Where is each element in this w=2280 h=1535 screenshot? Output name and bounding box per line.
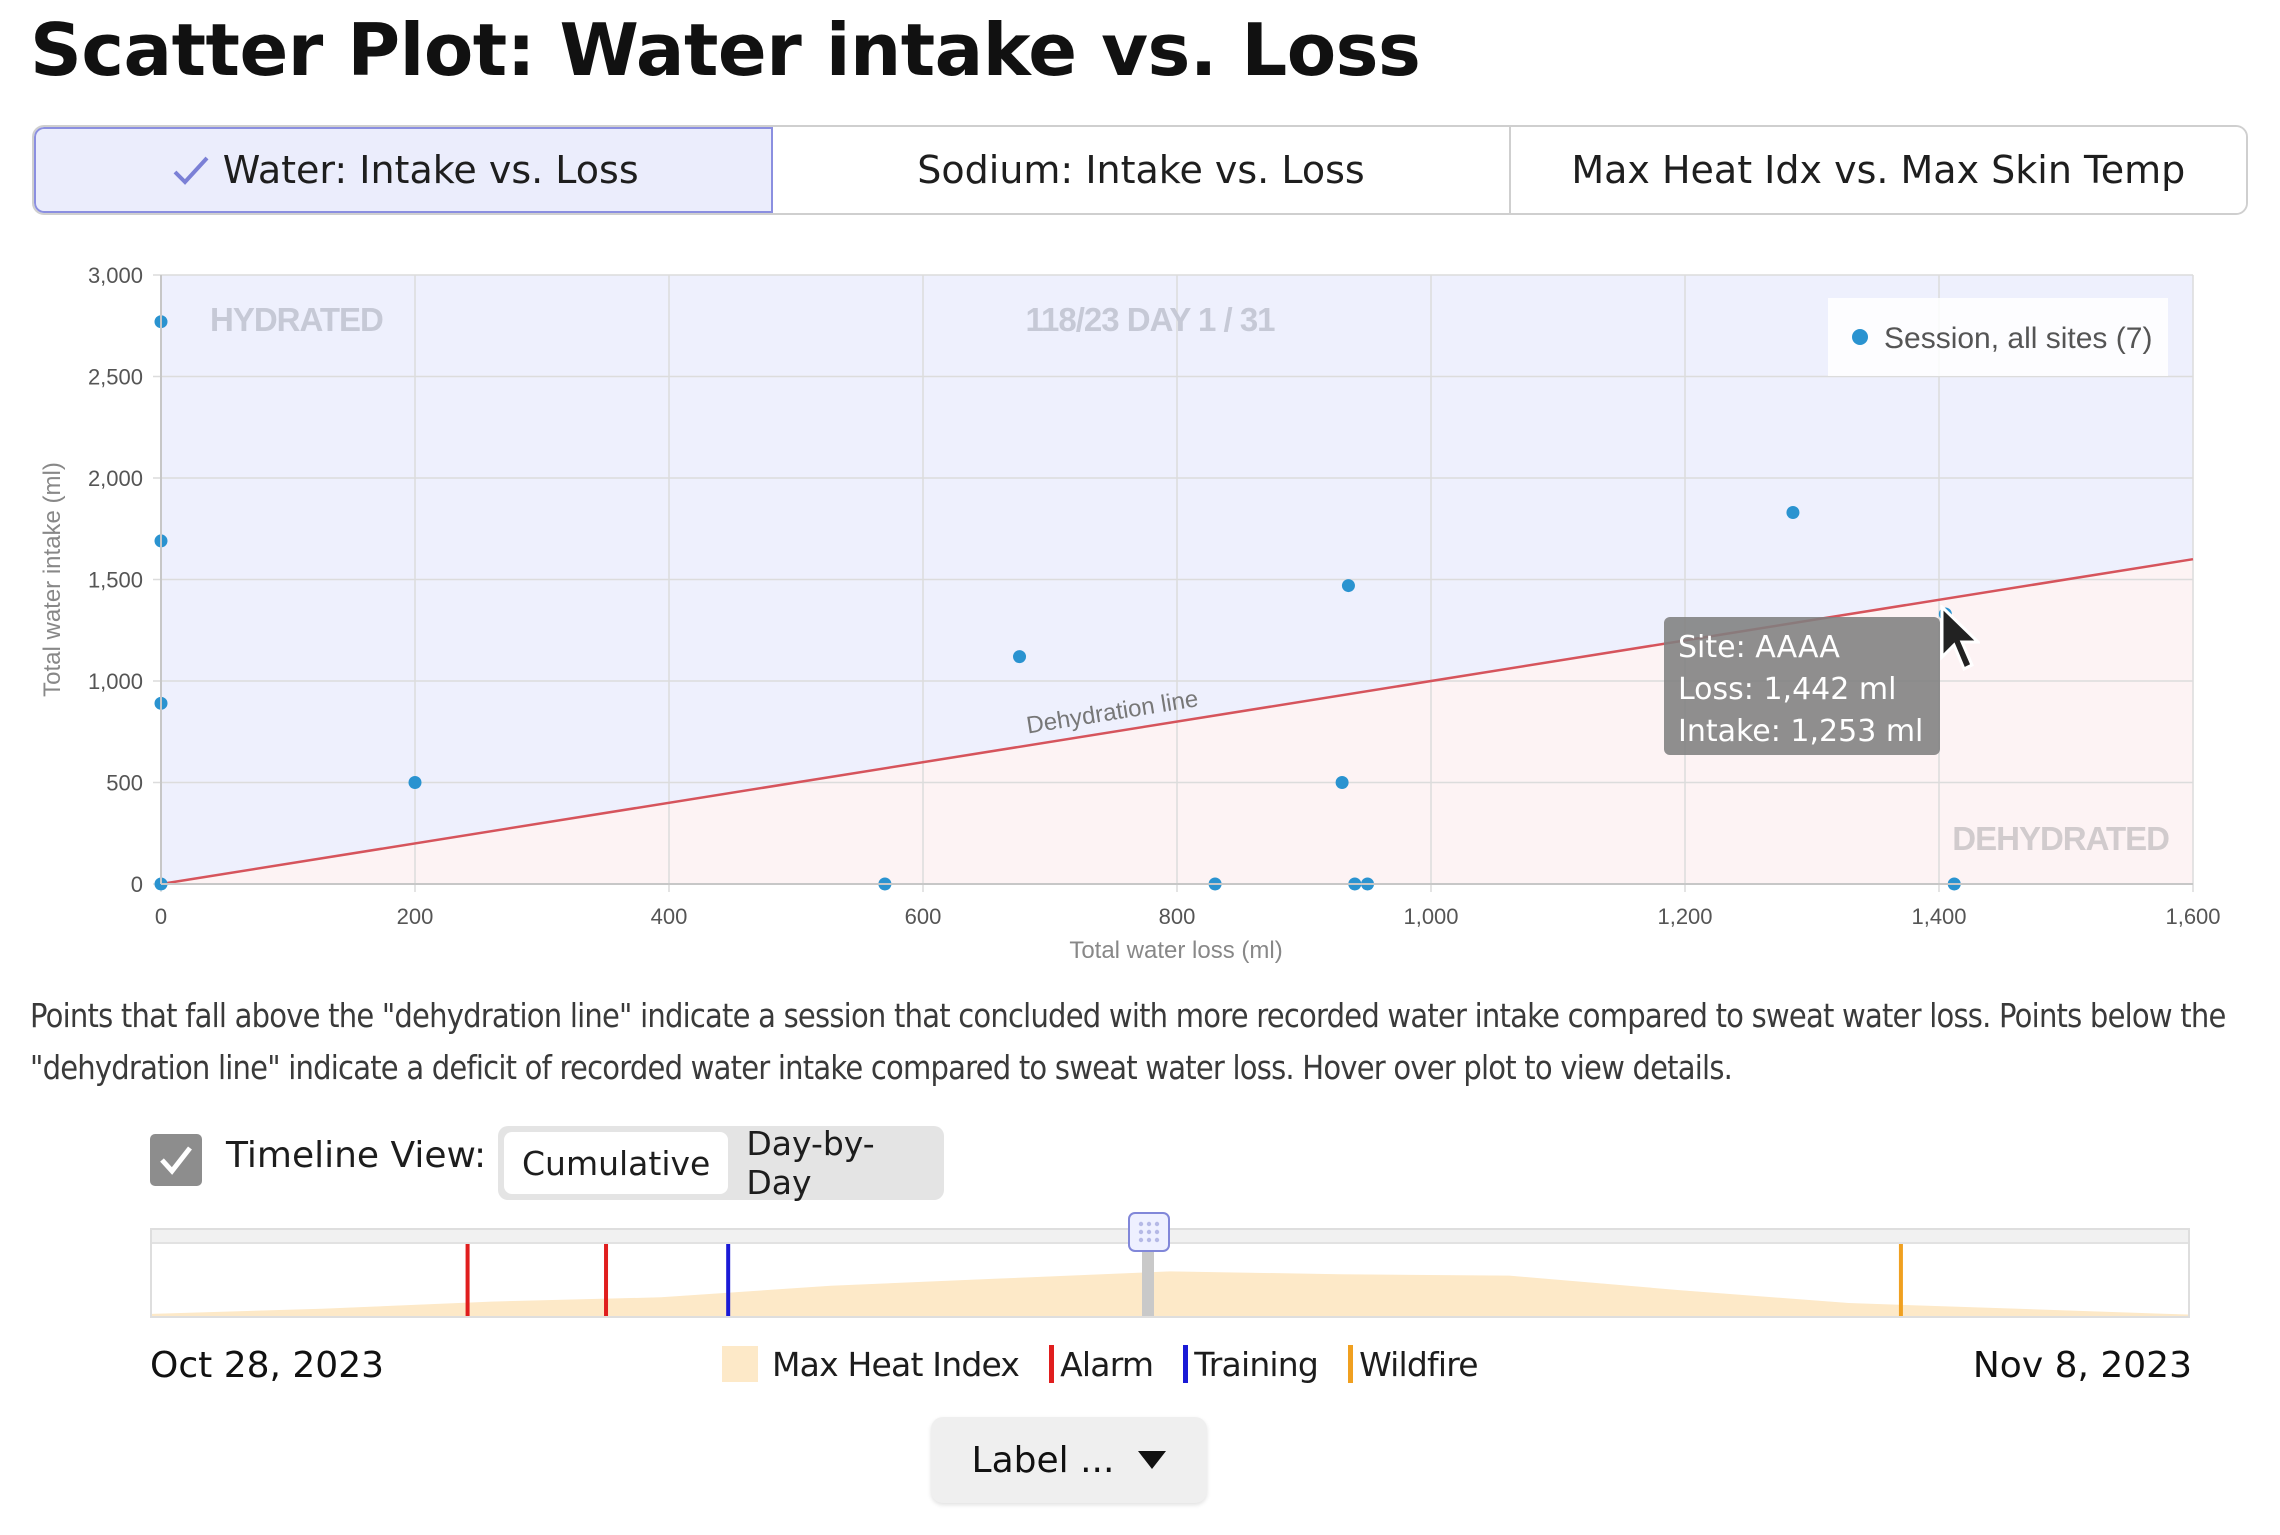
legend-series-swatch xyxy=(1852,329,1868,345)
timeline-scrollbar[interactable] xyxy=(152,1230,2188,1244)
label-dropdown[interactable]: Label ... xyxy=(931,1417,1207,1503)
wildfire-marker-swatch xyxy=(1348,1345,1354,1383)
heat-index-area xyxy=(152,1271,2188,1316)
tab-heat-skin[interactable]: Max Heat Idx vs. Max Skin Temp xyxy=(1510,127,2246,213)
x-tick-label: 800 xyxy=(1159,904,1196,929)
tab-sodium[interactable]: Sodium: Intake vs. Loss xyxy=(773,127,1511,213)
x-tick-label: 600 xyxy=(905,904,942,929)
data-point xyxy=(408,776,422,789)
timeline-view-checkbox[interactable] xyxy=(150,1134,202,1186)
x-tick-label: 1,600 xyxy=(2165,904,2220,929)
data-point xyxy=(1335,776,1349,789)
tooltip-site: Site: AAAA xyxy=(1678,630,1840,665)
timeline-mode-toggle: Cumulative Day-by-Day xyxy=(498,1124,944,1202)
chart-tooltip: Site: AAAA Loss: 1,442 ml Intake: 1,253 … xyxy=(1664,617,1940,755)
chart-tabs: Water: Intake vs. Loss Sodium: Intake vs… xyxy=(32,125,2248,215)
chart-subtitle: 118/23 DAY 1 / 31 xyxy=(1025,301,1275,338)
grip-dots-icon xyxy=(1138,1221,1160,1243)
tab-water-label: Water: Intake vs. Loss xyxy=(222,148,639,192)
tab-water[interactable]: Water: Intake vs. Loss xyxy=(34,127,774,213)
page-title: Scatter Plot: Water intake vs. Loss xyxy=(30,8,1421,92)
x-axis-title: Total water loss (ml) xyxy=(1069,937,1282,964)
x-tick-label: 1,200 xyxy=(1657,904,1712,929)
label-dropdown-text: Label ... xyxy=(971,1439,1115,1481)
legend-heat-label: Max Heat Index xyxy=(772,1344,1020,1384)
data-point xyxy=(1786,506,1800,520)
legend-series-label: Session, all sites (7) xyxy=(1884,322,2152,355)
event-marker-wildfire xyxy=(1898,1244,1903,1316)
chart-description: Points that fall above the "dehydration … xyxy=(30,996,2226,1087)
timeline-end-date: Nov 8, 2023 xyxy=(1972,1345,2192,1386)
y-axis-title: Total water intake (ml) xyxy=(39,462,66,697)
x-tick-label: 1,400 xyxy=(1911,904,1966,929)
tab-heat-skin-label: Max Heat Idx vs. Max Skin Temp xyxy=(1571,148,2186,192)
data-point xyxy=(1013,650,1027,664)
data-point xyxy=(1341,579,1355,593)
timeline-track[interactable] xyxy=(150,1212,2190,1318)
hydrated-label: HYDRATED xyxy=(210,301,383,338)
caret-down-icon xyxy=(1138,1451,1167,1469)
timeline-slider-stem xyxy=(1142,1252,1154,1316)
timeline-plot xyxy=(152,1244,2188,1316)
x-tick-label: 400 xyxy=(651,904,688,929)
timeline-legend: Max Heat Index Alarm Training Wildfire xyxy=(722,1342,1479,1386)
heat-index-swatch xyxy=(722,1346,758,1382)
event-marker-training xyxy=(726,1244,731,1316)
y-tick-label: 2,500 xyxy=(88,365,143,390)
mode-day-by-day[interactable]: Day-by-Day xyxy=(746,1124,875,1202)
training-marker-swatch xyxy=(1183,1345,1189,1383)
timeline-view-label: Timeline View: xyxy=(226,1135,487,1176)
legend-box xyxy=(1828,298,2168,376)
tooltip-loss: Loss: 1,442 ml xyxy=(1678,672,1897,707)
scatter-chart[interactable]: Dehydration line 0 200 400 600 800 1,000 1,200… xyxy=(0,240,2280,980)
timeline-slider-handle[interactable] xyxy=(1128,1212,1170,1252)
x-tick-label: 1,000 xyxy=(1403,904,1458,929)
x-tick-label: 0 xyxy=(155,904,167,929)
y-tick-label: 3,000 xyxy=(88,263,143,288)
y-tick-label: 2,000 xyxy=(88,466,143,491)
timeline-start-date: Oct 28, 2023 xyxy=(150,1345,384,1386)
tab-sodium-label: Sodium: Intake vs. Loss xyxy=(917,148,1365,192)
checkmark-icon xyxy=(173,156,209,185)
y-tick-label: 1,500 xyxy=(88,568,143,593)
y-tick-label: 0 xyxy=(131,872,143,897)
y-tick-label: 1,000 xyxy=(88,669,143,694)
mode-cumulative[interactable]: Cumulative xyxy=(504,1132,729,1194)
alarm-marker-swatch xyxy=(1049,1345,1055,1383)
dehydrated-label: DEHYDRATED xyxy=(1952,820,2169,857)
event-marker-alarm xyxy=(604,1244,609,1316)
y-tick-label: 500 xyxy=(106,771,143,796)
tooltip-intake: Intake: 1,253 ml xyxy=(1678,714,1924,749)
legend-alarm-label: Alarm xyxy=(1060,1344,1154,1384)
checkmark-icon xyxy=(160,1146,192,1175)
event-marker-alarm xyxy=(465,1244,470,1316)
x-tick-label: 200 xyxy=(397,904,434,929)
dehydration-line xyxy=(160,557,2194,886)
mouse-pointer-icon xyxy=(1940,605,1980,672)
legend-training-label: Training xyxy=(1194,1344,1319,1384)
legend-wildfire-label: Wildfire xyxy=(1359,1344,1479,1384)
